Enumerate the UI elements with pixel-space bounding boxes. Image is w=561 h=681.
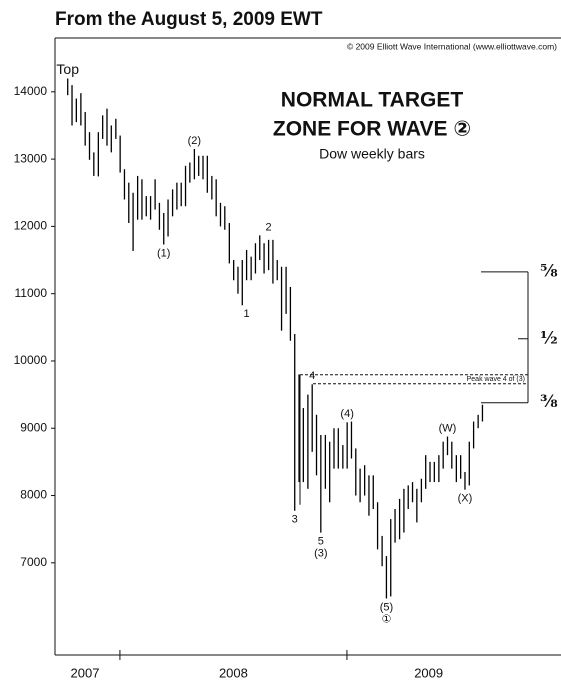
wave-label: (W)	[439, 422, 457, 434]
wave-label: 5	[318, 536, 324, 548]
wave-label: (X)	[458, 493, 473, 505]
wave-label: 4	[309, 370, 315, 382]
y-tick-label: 10000	[14, 353, 48, 367]
y-tick-label: 14000	[14, 84, 48, 98]
wave-label: (2)	[188, 135, 201, 147]
x-tick-label: 2009	[414, 665, 443, 680]
copyright: © 2009 Elliott Wave International (www.e…	[347, 41, 557, 51]
x-tick-label: 2007	[71, 665, 100, 680]
y-tick-label: 7000	[20, 555, 47, 569]
chart-subtitle: Dow weekly bars	[319, 146, 425, 162]
y-tick-label: 8000	[20, 488, 47, 502]
wave-label: 1	[244, 308, 250, 320]
y-tick-label: 11000	[15, 286, 48, 300]
y-tick-label: 12000	[14, 219, 48, 233]
wave-label: ①	[381, 613, 391, 625]
peak-label: Peak wave 4 of (3)	[467, 376, 525, 383]
retracement-label: ½	[540, 328, 558, 348]
chart-title: ZONE FOR WAVE ②	[273, 118, 471, 141]
wave-label: (4)	[340, 408, 353, 420]
wave-label: 3	[292, 514, 298, 526]
retracement-label: ⅜	[540, 392, 558, 412]
y-tick-label: 13000	[14, 151, 48, 165]
x-tick-label: 2008	[219, 665, 248, 680]
y-tick-label: 9000	[20, 420, 47, 434]
wave-label: 2	[266, 221, 272, 233]
wave-label: (5)	[380, 601, 393, 613]
wave-label: (1)	[157, 247, 170, 259]
header: From the August 5, 2009 EWT	[55, 9, 323, 30]
wave-label: Top	[56, 61, 79, 77]
wave-label: (3)	[314, 548, 327, 560]
chart-title: NORMAL TARGET	[281, 89, 464, 112]
retracement-label: ⅝	[540, 261, 558, 281]
